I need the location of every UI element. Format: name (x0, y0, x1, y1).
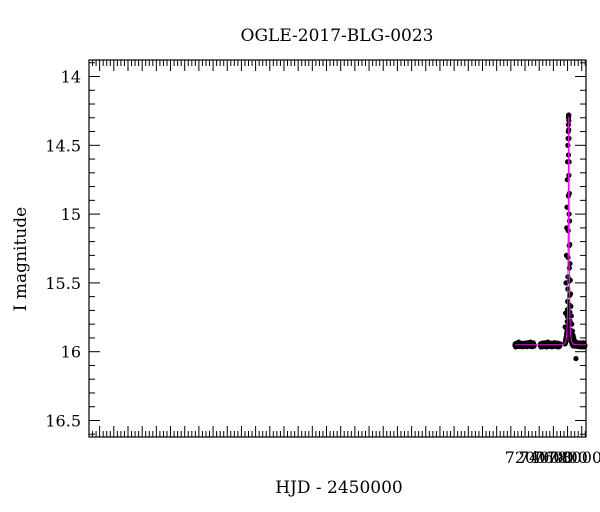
chart-title: OGLE-2017-BLG-0023 (241, 26, 434, 46)
data-point (565, 142, 571, 148)
y-tick-label: 14 (61, 68, 81, 87)
data-point (567, 277, 573, 283)
x-tick-label: 7400 (519, 448, 560, 467)
y-tick-label: 15 (61, 205, 81, 224)
y-tick-label: 16 (61, 343, 81, 362)
data-point (567, 261, 573, 267)
y-tick-label: 16.5 (45, 411, 81, 430)
x-axis-label: HJD - 2450000 (275, 478, 403, 498)
y-axis-label: I magnitude (11, 207, 31, 311)
data-point (562, 310, 569, 316)
data-point (569, 328, 575, 334)
x-tick-label: 8000 (561, 448, 600, 467)
y-tick-label: 15.5 (45, 274, 81, 293)
data-point (568, 303, 574, 309)
data-point (567, 291, 574, 297)
data-point (573, 355, 579, 362)
model-curve (515, 116, 586, 346)
data-point (563, 280, 569, 286)
y-tick-label: 14.5 (45, 136, 81, 155)
data-point (562, 324, 568, 330)
x-tick-label: 7600 (533, 448, 574, 467)
plot-frame (88, 59, 587, 438)
data-point (566, 112, 572, 118)
x-tick-label: 7800 (547, 448, 588, 467)
x-tick-label: 7200 (505, 448, 546, 467)
